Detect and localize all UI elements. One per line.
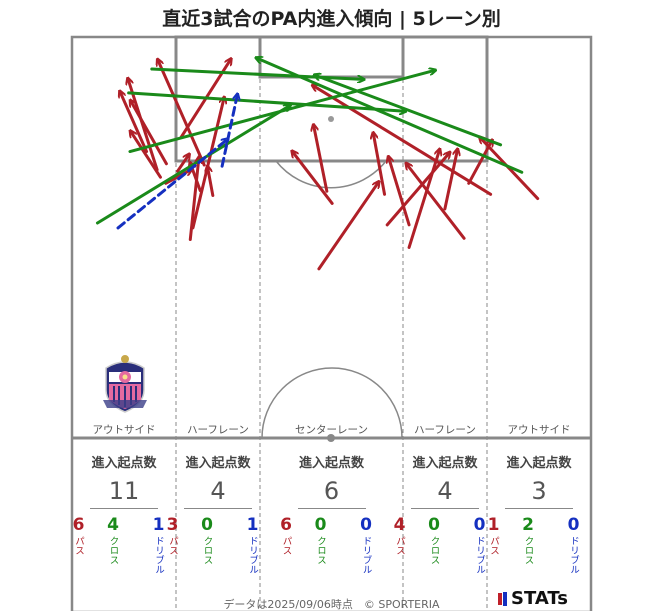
stat-heading: 進入起点数 bbox=[185, 456, 251, 471]
pass-count: 4 bbox=[393, 515, 406, 535]
lane-label-halflane-left: ハーフレーン bbox=[187, 424, 249, 436]
stat-column-outside-left: 進入起点数 11 6 パス 4 クロス 1 ドリブル bbox=[72, 452, 172, 574]
chart-title: 直近3試合のPA内進入傾向 | 5レーン別 bbox=[162, 8, 501, 30]
pass-arrow-16 bbox=[389, 157, 411, 227]
stat-column-outside-right: 進入起点数 3 1 パス 2 クロス 0 ドリブル bbox=[487, 452, 591, 574]
cross-arrow-28 bbox=[257, 58, 524, 174]
stats-logo-icon bbox=[498, 593, 502, 605]
stat-total: 3 bbox=[505, 476, 573, 509]
club-crest-icon bbox=[103, 355, 147, 413]
cross-count: 2 bbox=[522, 515, 534, 535]
stat-total: 11 bbox=[90, 476, 158, 509]
cross-count: 0 bbox=[428, 515, 440, 535]
goal-area bbox=[258, 35, 405, 79]
dribble-label: ドリブル bbox=[474, 536, 485, 574]
cross-arrow-26 bbox=[95, 106, 289, 225]
pass-arrow-15 bbox=[317, 182, 379, 271]
stat-total: 4 bbox=[411, 476, 479, 509]
stat-column-halflane-left: 進入起点数 4 3 パス 0 クロス 1 ドリブル bbox=[167, 452, 260, 574]
lane-label-outside-left: アウトサイド bbox=[92, 424, 156, 436]
penalty-arc bbox=[275, 160, 387, 189]
pass-arrow-4 bbox=[131, 131, 162, 179]
pass-count: 6 bbox=[72, 515, 85, 535]
pass-arrow-21 bbox=[443, 150, 458, 211]
pass-arrow-11 bbox=[208, 167, 215, 198]
cross-label: クロス bbox=[522, 536, 534, 565]
pass-arrow-12 bbox=[314, 125, 329, 193]
stat-total: 4 bbox=[184, 476, 252, 509]
stats-logo-text: STATs bbox=[511, 588, 568, 609]
dribble-label: ドリブル bbox=[568, 536, 579, 574]
pass-count: 1 bbox=[487, 515, 500, 535]
cross-arrow-27 bbox=[128, 70, 435, 154]
arrow-layer bbox=[95, 58, 540, 271]
stat-column-halflane-right: 進入起点数 4 4 パス 0 クロス 0 ドリブル bbox=[394, 452, 487, 574]
pass-label: パス bbox=[394, 536, 405, 555]
dribble-label: ドリブル bbox=[153, 536, 164, 574]
pass-arrow-17 bbox=[313, 86, 493, 196]
stat-heading: 進入起点数 bbox=[298, 456, 364, 471]
pass-arrow-13 bbox=[292, 152, 334, 205]
penalty-spot bbox=[328, 116, 334, 122]
cross-count: 0 bbox=[201, 515, 213, 535]
pass-arrow-1 bbox=[131, 101, 168, 166]
stat-column-center: 進入起点数 6 6 パス 0 クロス 0 ドリブル bbox=[260, 452, 403, 574]
pass-label: パス bbox=[488, 536, 499, 555]
stats-logo-icon-bar bbox=[503, 592, 507, 606]
dribble-arrow-30 bbox=[116, 139, 227, 230]
lane-label-center: センターレーン bbox=[295, 424, 368, 436]
stat-heading: 進入起点数 bbox=[412, 456, 478, 471]
stat-heading: 進入起点数 bbox=[91, 456, 157, 471]
pass-label: パス bbox=[280, 536, 292, 555]
lane-label-halflane-right: ハーフレーン bbox=[414, 424, 476, 436]
cross-arrow-29 bbox=[315, 75, 503, 147]
pass-label: パス bbox=[73, 536, 84, 555]
cross-arrow-25 bbox=[127, 91, 405, 111]
cross-count: 0 bbox=[314, 515, 327, 535]
pass-arrow-6 bbox=[158, 60, 206, 167]
pass-arrow-5 bbox=[164, 170, 191, 185]
stats-logo: STATs bbox=[498, 588, 568, 609]
pass-arrow-14 bbox=[373, 133, 387, 196]
pass-arrow-8 bbox=[191, 98, 224, 230]
dribble-count: 0 bbox=[567, 515, 580, 535]
center-circle bbox=[261, 367, 403, 439]
stat-total: 6 bbox=[297, 476, 366, 509]
dribble-count: 1 bbox=[152, 515, 165, 535]
dribble-count: 0 bbox=[473, 515, 486, 535]
cross-label: クロス bbox=[201, 536, 213, 565]
center-spot bbox=[327, 434, 335, 442]
pass-arrow-3 bbox=[120, 92, 149, 154]
pass-arrow-19 bbox=[385, 153, 449, 227]
pass-arrow-9 bbox=[188, 158, 199, 242]
dribble-label: ドリブル bbox=[247, 536, 258, 574]
cross-count: 4 bbox=[107, 515, 119, 535]
dribble-label: ドリブル bbox=[360, 536, 372, 574]
cross-label: クロス bbox=[315, 536, 326, 565]
cross-label: クロス bbox=[428, 536, 440, 565]
pass-arrow-2 bbox=[176, 155, 189, 173]
lane-label-outside-right: アウトサイド bbox=[507, 424, 571, 436]
pass-arrow-23 bbox=[467, 141, 492, 185]
dribble-count: 1 bbox=[246, 515, 259, 535]
stat-heading: 進入起点数 bbox=[506, 456, 572, 471]
cross-label: クロス bbox=[107, 536, 119, 565]
dribble-count: 0 bbox=[360, 515, 372, 535]
pass-count: 6 bbox=[280, 515, 292, 535]
footer-credit: データは2025/09/06時点 © SPORTERIA bbox=[223, 598, 440, 611]
pass-arrow-20 bbox=[407, 150, 439, 249]
cross-arrow-24 bbox=[150, 67, 363, 79]
pass-label: パス bbox=[167, 536, 178, 555]
dribble-arrow-31 bbox=[220, 95, 237, 168]
pass-count: 3 bbox=[166, 515, 179, 535]
pass-arrow-18 bbox=[406, 164, 466, 240]
